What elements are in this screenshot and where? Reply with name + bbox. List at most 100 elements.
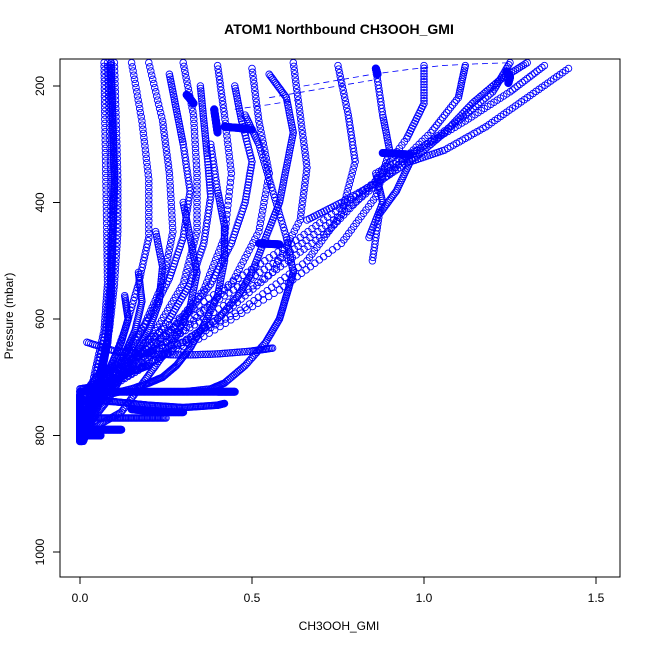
data-point — [140, 347, 148, 356]
data-point — [189, 351, 197, 359]
data-point — [278, 183, 287, 192]
data-point — [101, 132, 109, 140]
data-point — [444, 124, 453, 133]
data-point — [287, 141, 295, 149]
data-point — [220, 254, 229, 263]
data-point — [284, 101, 292, 109]
data-point — [179, 351, 187, 359]
data-point — [154, 100, 163, 109]
data-point — [195, 295, 203, 303]
data-point — [101, 115, 109, 124]
data-point — [339, 86, 347, 95]
data-point — [533, 67, 541, 75]
data-point — [297, 269, 306, 277]
data-point — [259, 296, 268, 304]
data-point — [217, 86, 225, 95]
data-point — [167, 235, 176, 243]
data-point — [183, 265, 191, 273]
data-point — [429, 126, 437, 134]
data-point — [171, 98, 179, 106]
series-dense-run — [220, 122, 256, 134]
data-point — [301, 148, 309, 157]
data-point — [249, 76, 258, 84]
data-point — [181, 208, 189, 217]
data-point — [224, 140, 232, 149]
data-point — [448, 101, 457, 109]
data-point — [159, 322, 168, 331]
data-point — [140, 133, 148, 142]
data-point — [145, 196, 153, 204]
data-point — [101, 157, 110, 165]
data-point — [107, 65, 116, 74]
data-point — [167, 350, 175, 359]
data-point — [154, 350, 163, 359]
data-point — [289, 266, 297, 274]
data-point — [263, 158, 271, 166]
data-point — [168, 231, 176, 240]
data-point — [130, 75, 139, 84]
data-point — [223, 136, 232, 144]
data-point — [108, 240, 117, 249]
data-point — [263, 170, 272, 178]
data-point — [272, 200, 281, 208]
data-point — [145, 217, 153, 225]
data-point — [147, 67, 155, 75]
data-point — [219, 104, 228, 112]
data-point — [273, 203, 282, 212]
data-point — [140, 349, 148, 358]
y-tick-label: 200 — [33, 76, 47, 96]
data-point — [174, 351, 183, 359]
data-point — [153, 235, 161, 243]
data-point — [268, 344, 277, 352]
data-point — [145, 315, 153, 323]
data-point — [351, 157, 359, 166]
data-point — [205, 175, 213, 183]
data-point — [420, 94, 428, 102]
data-point — [179, 201, 188, 209]
data-point — [468, 99, 476, 108]
data-point — [274, 207, 283, 215]
data-point — [373, 70, 382, 79]
data-point — [420, 64, 428, 73]
data-point — [291, 77, 300, 86]
data-point — [107, 267, 116, 276]
data-point — [153, 237, 162, 246]
series-dense-run — [75, 390, 84, 446]
data-point — [166, 242, 174, 251]
data-point — [164, 350, 173, 359]
data-point — [244, 143, 253, 151]
data-point — [166, 73, 174, 81]
data-point — [143, 317, 151, 326]
data-point — [147, 337, 156, 346]
data-point — [454, 114, 463, 122]
data-point — [287, 118, 296, 127]
data-point — [199, 112, 208, 120]
data-point — [101, 111, 109, 119]
data-point — [290, 62, 298, 71]
data-point — [187, 305, 195, 313]
data-point — [368, 257, 377, 265]
data-point — [300, 145, 309, 153]
data-point — [232, 89, 241, 98]
data-point — [217, 207, 226, 215]
data-point — [197, 94, 206, 103]
data-point — [264, 173, 273, 182]
data-point — [223, 132, 231, 140]
data-point — [450, 118, 459, 126]
data-point — [101, 123, 109, 132]
data-point — [145, 200, 153, 208]
data-point — [271, 197, 280, 205]
data-point — [206, 187, 214, 195]
data-point — [108, 124, 117, 133]
data-point — [186, 351, 195, 359]
data-point — [130, 348, 138, 357]
data-point — [513, 65, 522, 73]
x-axis: 0.0 0.5 1.0 1.5 — [72, 576, 605, 605]
data-point — [379, 113, 387, 122]
data-point — [256, 124, 265, 133]
data-point — [454, 93, 463, 102]
data-point — [258, 150, 266, 158]
data-point — [341, 97, 350, 105]
data-point — [138, 121, 147, 129]
data-point — [152, 350, 160, 358]
